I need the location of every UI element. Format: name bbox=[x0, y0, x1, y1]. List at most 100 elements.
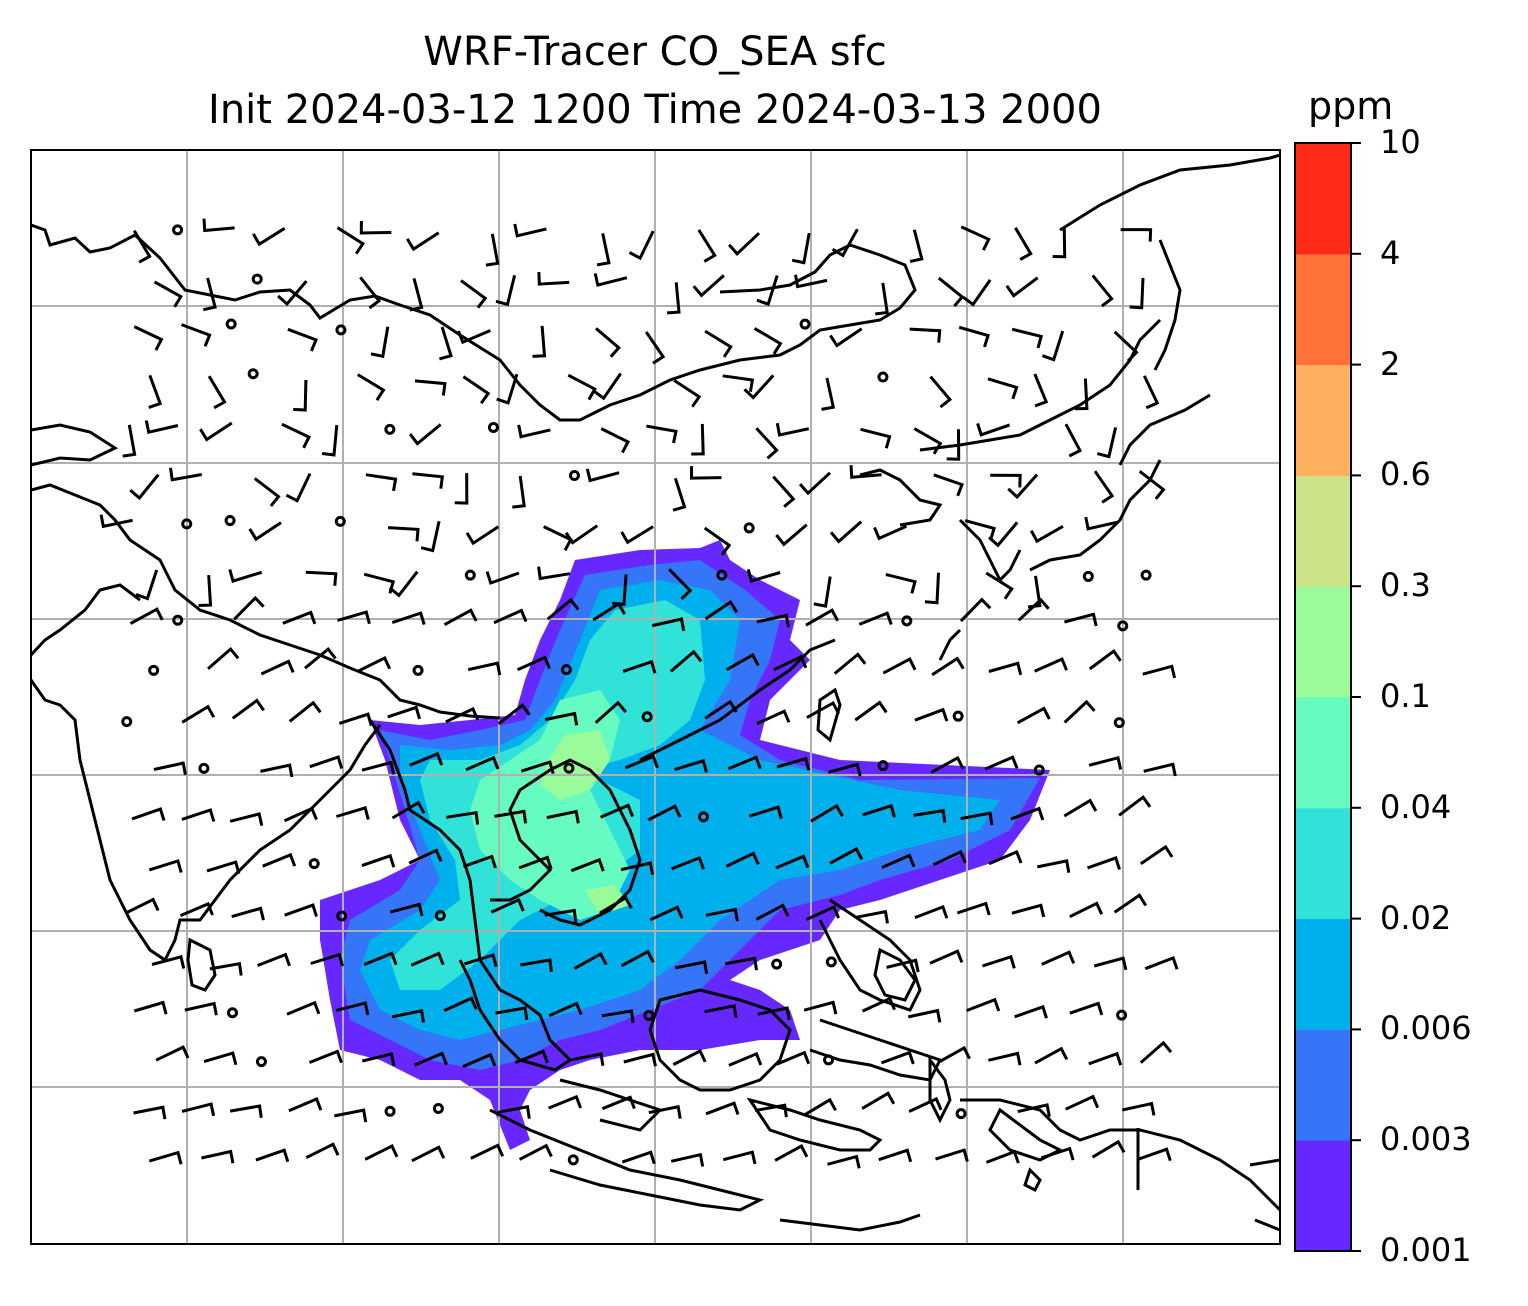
wind-barb bbox=[861, 1091, 896, 1110]
wind-barb bbox=[151, 954, 186, 969]
wind-barb bbox=[567, 373, 597, 401]
wind-barb bbox=[131, 807, 166, 821]
wind-barb bbox=[363, 572, 396, 594]
wind-barb bbox=[248, 521, 282, 542]
wind-barb bbox=[497, 703, 531, 725]
wind-barb bbox=[1137, 1147, 1172, 1162]
calm-wind-circle bbox=[172, 614, 184, 626]
wind-barb bbox=[703, 526, 732, 556]
wind-barb bbox=[283, 806, 318, 823]
wind-barb bbox=[546, 809, 580, 824]
wind-barb bbox=[831, 228, 859, 258]
calm-wind-circle bbox=[823, 1054, 835, 1066]
calm-wind-circle bbox=[1082, 570, 1094, 582]
wind-barb bbox=[454, 473, 469, 505]
wind-barb bbox=[596, 233, 611, 267]
wind-barb bbox=[457, 329, 491, 345]
wind-barb bbox=[520, 958, 553, 973]
wind-barb bbox=[1143, 762, 1177, 777]
wind-barb bbox=[775, 422, 810, 437]
wind-barb bbox=[409, 278, 424, 312]
wind-barb bbox=[937, 1045, 971, 1064]
wind-barb bbox=[803, 1097, 837, 1117]
wind-barb bbox=[1091, 1139, 1126, 1159]
wind-barb bbox=[493, 608, 528, 625]
calm-wind-circle bbox=[1033, 764, 1045, 776]
wind-barb bbox=[1121, 1101, 1156, 1116]
wind-barb bbox=[233, 595, 265, 621]
wind-barb bbox=[924, 572, 940, 605]
wind-barb bbox=[1084, 516, 1118, 531]
wind-barb bbox=[496, 373, 519, 405]
wind-barb bbox=[1139, 844, 1174, 866]
wind-barb bbox=[132, 229, 152, 264]
wind-barb bbox=[585, 468, 620, 483]
wind-barb bbox=[908, 1096, 943, 1113]
wind-barb bbox=[935, 1148, 969, 1163]
wind-barb bbox=[181, 704, 216, 724]
wind-barb bbox=[548, 1001, 583, 1018]
wind-barb bbox=[485, 233, 500, 267]
calm-wind-circle bbox=[643, 1009, 655, 1021]
wind-barb bbox=[689, 466, 722, 480]
wind-barb bbox=[755, 903, 790, 921]
wind-barb bbox=[909, 229, 924, 263]
wind-barb bbox=[593, 273, 628, 287]
wind-barb bbox=[794, 274, 828, 289]
wind-barb bbox=[880, 1050, 915, 1065]
wind-barb bbox=[1088, 648, 1122, 671]
wind-barb bbox=[544, 908, 578, 923]
wind-barb bbox=[209, 961, 243, 976]
wind-barb bbox=[543, 525, 573, 552]
wind-barb bbox=[462, 375, 491, 405]
wind-barb bbox=[1041, 330, 1065, 362]
wind-barb bbox=[755, 427, 779, 460]
wind-barb bbox=[776, 1050, 811, 1066]
wind-barb bbox=[282, 610, 317, 625]
wind-barb bbox=[724, 956, 758, 971]
wind-barb bbox=[644, 331, 666, 365]
wind-barb bbox=[207, 375, 227, 410]
wind-barb bbox=[309, 755, 344, 769]
wind-barb bbox=[620, 525, 654, 545]
wind-barb bbox=[310, 952, 344, 967]
plume-level-0.1-south bbox=[585, 885, 630, 915]
wind-barb bbox=[148, 1150, 183, 1165]
wind-barb bbox=[929, 949, 964, 965]
wind-barb bbox=[1087, 855, 1121, 870]
wind-barb bbox=[756, 275, 779, 307]
wind-barb bbox=[1069, 1001, 1104, 1016]
calm-wind-circle bbox=[825, 956, 837, 968]
wind-barb bbox=[909, 327, 942, 343]
wind-barb bbox=[463, 953, 498, 968]
wind-barb bbox=[544, 711, 579, 726]
wind-barb bbox=[791, 232, 811, 265]
wind-barb bbox=[497, 1105, 531, 1119]
wind-barb bbox=[728, 1051, 763, 1067]
wind-barb bbox=[260, 763, 294, 778]
wind-barb bbox=[878, 1148, 913, 1163]
colorbar-segment bbox=[1295, 253, 1351, 366]
wind-barb bbox=[388, 570, 419, 598]
wind-barb bbox=[409, 751, 444, 767]
calm-wind-circle bbox=[487, 421, 499, 433]
calm-wind-circle bbox=[251, 273, 263, 285]
calm-wind-circle bbox=[716, 569, 728, 581]
wind-barb bbox=[987, 377, 1019, 400]
wind-barb bbox=[593, 372, 622, 401]
colorbar-tick-label: 0.02 bbox=[1380, 898, 1452, 937]
wind-barb bbox=[260, 659, 295, 676]
wind-barb bbox=[1014, 1004, 1048, 1019]
wind-barb bbox=[913, 808, 947, 823]
wind-barb bbox=[1040, 1146, 1075, 1161]
wind-barb bbox=[284, 903, 318, 917]
colorbar-tick-label: 0.006 bbox=[1380, 1009, 1472, 1048]
wind-barb bbox=[930, 755, 965, 774]
wind-barb bbox=[203, 1051, 238, 1066]
wind-barb bbox=[722, 374, 755, 393]
wind-barb bbox=[592, 601, 626, 622]
wind-barb bbox=[359, 276, 382, 310]
wind-barb bbox=[129, 473, 160, 501]
wind-barb bbox=[1033, 373, 1049, 408]
